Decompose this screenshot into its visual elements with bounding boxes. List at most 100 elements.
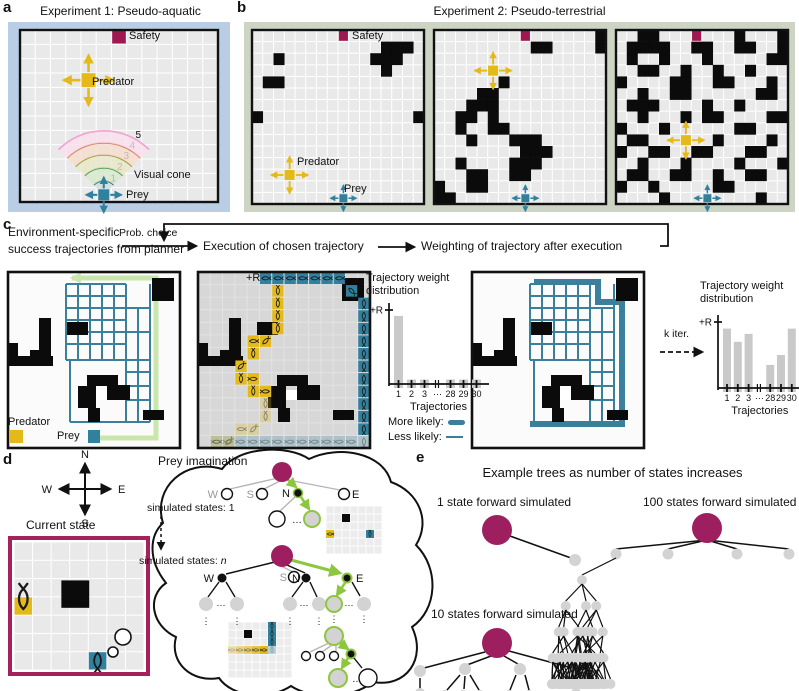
- cell: [724, 65, 734, 76]
- example-tree-1: [482, 515, 581, 566]
- cell: [157, 159, 172, 173]
- cell: [157, 145, 172, 159]
- cell: [111, 44, 127, 59]
- cell: [648, 53, 659, 65]
- cell: [35, 59, 50, 73]
- cell: [20, 102, 35, 116]
- cell: [20, 73, 35, 87]
- cell: [274, 146, 284, 158]
- x-tick-label: 2: [735, 393, 740, 403]
- cell: [724, 158, 734, 169]
- compass-w-label: W: [42, 484, 53, 496]
- cell: [333, 347, 345, 360]
- fish-icon: [225, 436, 235, 445]
- cell: [477, 53, 488, 65]
- cone-ring-number: 5: [135, 130, 141, 141]
- direction-label: W: [204, 573, 215, 585]
- cell: [247, 310, 259, 322]
- cell: [272, 410, 284, 423]
- cell: [638, 181, 648, 192]
- cell: [20, 87, 35, 102]
- cell: [445, 76, 455, 88]
- cell: [509, 88, 520, 100]
- trail-cell: [296, 435, 309, 448]
- cell: [445, 134, 455, 146]
- obstacle-block: [659, 122, 671, 135]
- cell: [360, 192, 370, 204]
- cell: [366, 522, 374, 530]
- cell: [125, 542, 144, 560]
- obstacle-hole: [96, 390, 107, 400]
- prey-cell: [268, 638, 276, 646]
- cell: [276, 630, 284, 638]
- cell: [306, 30, 316, 42]
- cell: [35, 130, 50, 145]
- cone-arc: [57, 130, 150, 151]
- obstacle-block: [487, 122, 499, 135]
- fish-icon: [263, 410, 268, 421]
- cell: [295, 100, 306, 111]
- cell: [392, 88, 402, 100]
- cell: [349, 30, 359, 42]
- cell: [563, 192, 574, 204]
- cell: [360, 111, 370, 123]
- cell: [321, 322, 333, 335]
- cell: [14, 615, 33, 633]
- cell: [306, 192, 316, 204]
- cell: [358, 530, 366, 538]
- direction-label: S: [247, 489, 254, 501]
- cell: [228, 662, 236, 670]
- cell: [595, 65, 606, 76]
- cell: [585, 76, 595, 88]
- cell: [456, 42, 466, 53]
- bar: [777, 355, 785, 392]
- imagination-thumb-2: [227, 621, 292, 678]
- cell: [552, 30, 563, 42]
- cell: [247, 285, 259, 297]
- cell: [142, 44, 157, 59]
- cell: [35, 188, 50, 202]
- cell: [252, 134, 263, 146]
- cell: [349, 146, 359, 158]
- cell: [284, 30, 295, 42]
- cell: [252, 30, 263, 42]
- cell: [142, 73, 157, 87]
- cell: [157, 116, 172, 130]
- cell: [392, 146, 402, 158]
- simulated-states-n-label: simulated states: n: [139, 555, 227, 568]
- grid-cells: [20, 30, 218, 202]
- cell: [488, 30, 498, 42]
- cell: [552, 76, 563, 88]
- obstacle-block: [702, 99, 714, 112]
- tree-edge: [581, 583, 587, 602]
- cell: [574, 88, 584, 100]
- cell: [616, 65, 627, 76]
- tree-node: [569, 554, 581, 566]
- cell: [14, 652, 33, 670]
- cell: [595, 111, 606, 123]
- cell: [552, 42, 563, 53]
- trail-cell: [358, 435, 370, 448]
- cell: [125, 579, 144, 597]
- cell: [284, 100, 295, 111]
- cell: [317, 42, 327, 53]
- hdots-glyph: ⋯: [345, 600, 354, 610]
- cell: [392, 111, 402, 123]
- cell: [66, 30, 81, 44]
- cell: [236, 646, 244, 654]
- cell: [172, 102, 188, 116]
- x-tick-label: 1: [396, 389, 401, 399]
- trail-cell: [358, 322, 370, 335]
- cell: [263, 146, 273, 158]
- obstacle-block: [777, 157, 789, 170]
- cell: [70, 560, 88, 579]
- cell: [198, 385, 210, 398]
- cell: [456, 65, 466, 76]
- cell: [33, 652, 51, 670]
- trail-cell: [358, 410, 370, 423]
- obstacle-block: [734, 30, 746, 42]
- cell: [296, 398, 309, 410]
- obstacle-block: [648, 99, 660, 112]
- cell: [413, 146, 424, 158]
- cell: [198, 285, 210, 297]
